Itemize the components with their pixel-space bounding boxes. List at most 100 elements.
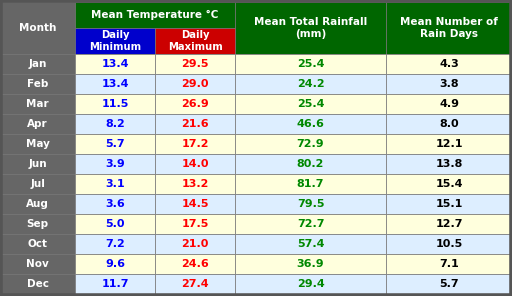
Bar — [155, 94, 235, 114]
Text: Jul: Jul — [30, 179, 45, 189]
Bar — [386, 54, 512, 74]
Bar — [235, 74, 386, 94]
Bar — [0, 54, 75, 74]
Text: 13.2: 13.2 — [181, 179, 209, 189]
Bar — [235, 254, 386, 274]
Bar — [155, 74, 235, 94]
Text: 17.5: 17.5 — [181, 219, 209, 229]
Bar — [75, 214, 155, 234]
Text: 10.5: 10.5 — [435, 239, 463, 249]
Text: 29.4: 29.4 — [296, 279, 325, 289]
Text: 36.9: 36.9 — [297, 259, 324, 269]
Bar — [386, 154, 512, 174]
Text: Mar: Mar — [26, 99, 49, 109]
Bar — [0, 114, 75, 134]
Text: 5.0: 5.0 — [105, 219, 125, 229]
Text: Daily
Maximum: Daily Maximum — [168, 30, 222, 52]
Text: 17.2: 17.2 — [181, 139, 209, 149]
Text: Oct: Oct — [28, 239, 48, 249]
Bar — [0, 254, 75, 274]
Text: 8.0: 8.0 — [439, 119, 459, 129]
Bar — [235, 154, 386, 174]
Text: 8.2: 8.2 — [105, 119, 125, 129]
Text: Dec: Dec — [27, 279, 49, 289]
Text: 5.7: 5.7 — [439, 279, 459, 289]
Text: 14.5: 14.5 — [181, 199, 209, 209]
Bar — [75, 2, 235, 28]
Text: 4.3: 4.3 — [439, 59, 459, 69]
Bar — [0, 154, 75, 174]
Text: 27.4: 27.4 — [181, 279, 209, 289]
Text: 57.4: 57.4 — [297, 239, 324, 249]
Bar — [386, 174, 512, 194]
Bar — [155, 274, 235, 294]
Bar — [75, 174, 155, 194]
Text: 24.6: 24.6 — [181, 259, 209, 269]
Text: 80.2: 80.2 — [297, 159, 324, 169]
Text: Daily
Minimum: Daily Minimum — [89, 30, 141, 52]
Text: 15.1: 15.1 — [435, 199, 463, 209]
Bar — [235, 234, 386, 254]
Text: 21.6: 21.6 — [181, 119, 209, 129]
Text: 13.8: 13.8 — [435, 159, 463, 169]
Bar — [75, 194, 155, 214]
Text: 46.6: 46.6 — [296, 119, 325, 129]
Bar — [155, 54, 235, 74]
Bar — [235, 2, 386, 54]
Text: Nov: Nov — [26, 259, 49, 269]
Bar — [386, 94, 512, 114]
Text: Apr: Apr — [27, 119, 48, 129]
Text: Feb: Feb — [27, 79, 48, 89]
Text: Month: Month — [19, 23, 56, 33]
Text: Mean Number of
Rain Days: Mean Number of Rain Days — [400, 17, 498, 39]
Text: 21.0: 21.0 — [181, 239, 209, 249]
Text: 26.9: 26.9 — [181, 99, 209, 109]
Bar — [155, 214, 235, 234]
Bar — [0, 74, 75, 94]
Bar — [235, 134, 386, 154]
Text: May: May — [26, 139, 50, 149]
Bar — [235, 194, 386, 214]
Text: Jun: Jun — [28, 159, 47, 169]
Text: 11.7: 11.7 — [101, 279, 129, 289]
Bar — [75, 114, 155, 134]
Text: 25.4: 25.4 — [297, 99, 324, 109]
Text: 81.7: 81.7 — [297, 179, 324, 189]
Bar — [155, 234, 235, 254]
Bar — [386, 2, 512, 54]
Bar — [75, 134, 155, 154]
Bar — [155, 134, 235, 154]
Bar — [155, 28, 235, 54]
Bar — [235, 274, 386, 294]
Bar — [0, 274, 75, 294]
Bar — [0, 94, 75, 114]
Text: 15.4: 15.4 — [435, 179, 463, 189]
Bar — [386, 134, 512, 154]
Bar — [0, 174, 75, 194]
Text: 29.5: 29.5 — [181, 59, 209, 69]
Text: 9.6: 9.6 — [105, 259, 125, 269]
Bar — [386, 274, 512, 294]
Bar — [0, 2, 75, 54]
Bar — [235, 54, 386, 74]
Bar — [0, 214, 75, 234]
Bar — [75, 234, 155, 254]
Bar — [386, 214, 512, 234]
Bar — [235, 174, 386, 194]
Text: 11.5: 11.5 — [101, 99, 129, 109]
Bar — [155, 114, 235, 134]
Text: 24.2: 24.2 — [297, 79, 324, 89]
Bar — [75, 74, 155, 94]
Bar — [155, 254, 235, 274]
Text: 72.9: 72.9 — [297, 139, 324, 149]
Bar — [75, 28, 155, 54]
Bar — [75, 254, 155, 274]
Bar — [75, 154, 155, 174]
Text: 3.8: 3.8 — [439, 79, 459, 89]
Text: 29.0: 29.0 — [181, 79, 209, 89]
Bar — [235, 94, 386, 114]
Text: 72.7: 72.7 — [297, 219, 324, 229]
Text: Mean Total Rainfall
(mm): Mean Total Rainfall (mm) — [254, 17, 367, 39]
Bar — [0, 134, 75, 154]
Bar — [386, 234, 512, 254]
